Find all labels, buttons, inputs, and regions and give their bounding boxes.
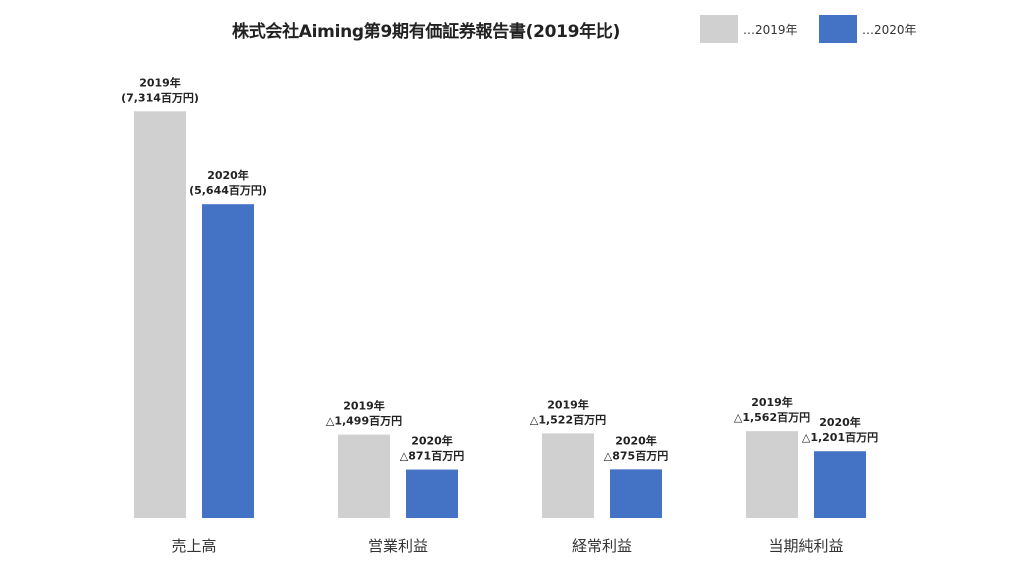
data-label-series: 2019年 (547, 397, 589, 411)
data-label-value: △1,522百万円 (530, 413, 606, 426)
x-tick-label: 当期純利益 (768, 537, 843, 555)
data-label-value: △1,499百万円 (326, 415, 402, 428)
data-label-series: 2020年 (615, 433, 657, 447)
bar-3-2020年 (610, 469, 662, 518)
legend-swatch-2020 (819, 15, 857, 43)
data-label-value: △871百万円 (400, 450, 464, 463)
legend-swatch-2019 (700, 15, 738, 43)
legend-label-2019: …2019年 (743, 23, 798, 37)
data-label-value: △875百万円 (604, 449, 668, 462)
data-label-value: (5,644百万円) (189, 184, 267, 197)
data-label-value: △1,201百万円 (802, 431, 878, 444)
bar-1-2020年 (202, 204, 254, 518)
bar-1-2019年 (134, 111, 186, 518)
legend-label-2020: …2020年 (862, 23, 917, 37)
bar-4-2020年 (814, 451, 866, 518)
x-tick-label: 営業利益 (368, 537, 428, 555)
bar-2-2020年 (406, 469, 458, 518)
data-label-series: 2019年 (751, 395, 793, 409)
data-label-value: △1,562百万円 (734, 411, 810, 424)
bar-2-2019年 (338, 434, 390, 518)
data-label-series: 2020年 (207, 168, 249, 182)
chart-title: 株式会社Aiming第9期有価証券報告書(2019年比) (232, 22, 621, 42)
bar-3-2019年 (542, 433, 594, 518)
x-tick-label: 売上高 (171, 537, 216, 555)
data-label-series: 2020年 (819, 415, 861, 429)
x-tick-label: 経常利益 (572, 537, 632, 555)
data-label-series: 2020年 (411, 434, 453, 448)
bar-4-2019年 (746, 431, 798, 518)
data-label-value: (7,314百万円) (121, 91, 199, 104)
data-label-series: 2019年 (343, 399, 385, 413)
data-label-series: 2019年 (139, 75, 181, 89)
